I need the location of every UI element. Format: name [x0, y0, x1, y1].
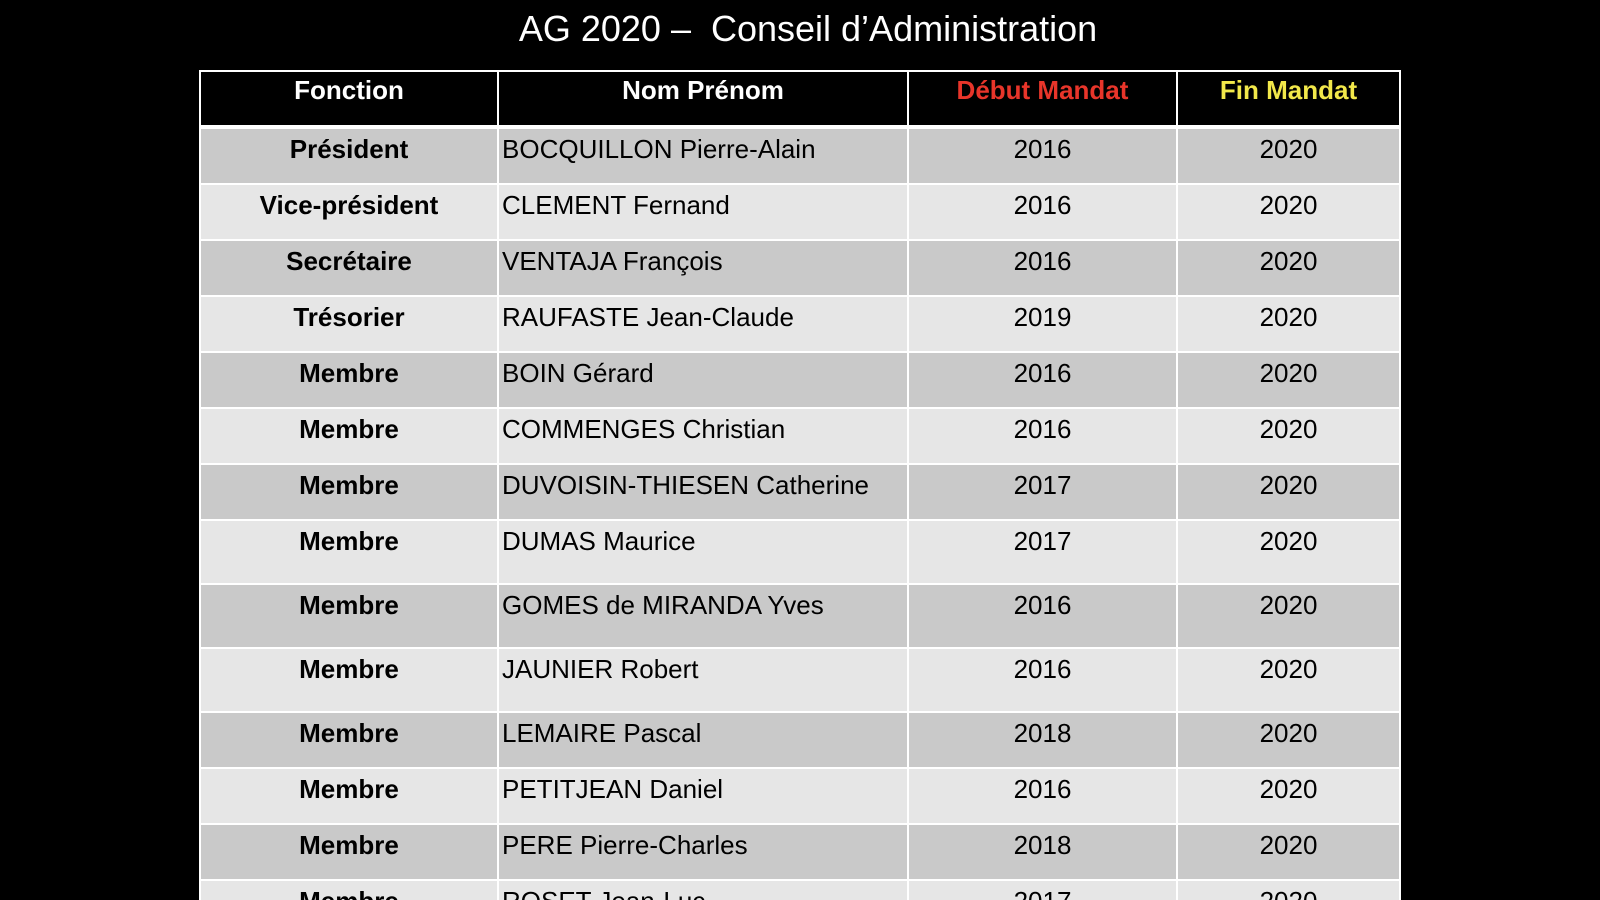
cell-nom: DUMAS Maurice — [497, 519, 909, 584]
cell-fin: 2020 — [1176, 647, 1401, 712]
table-row: Membre BOIN Gérard 2016 2020 — [199, 351, 1401, 408]
cell-debut: 2016 — [907, 583, 1178, 648]
cell-nom: VENTAJA François — [497, 239, 909, 296]
header-debut-mandat: Début Mandat — [907, 70, 1178, 128]
cell-nom: CLEMENT Fernand — [497, 183, 909, 240]
table-row: Membre COMMENGES Christian 2016 2020 — [199, 407, 1401, 464]
cell-nom: PETITJEAN Daniel — [497, 767, 909, 824]
cell-fonction: Membre — [199, 407, 499, 464]
cell-debut: 2018 — [907, 711, 1178, 768]
table-row: Membre DUMAS Maurice 2017 2020 — [199, 519, 1401, 584]
cell-nom: PERE Pierre-Charles — [497, 823, 909, 880]
cell-debut: 2017 — [907, 519, 1178, 584]
table-row: Secrétaire VENTAJA François 2016 2020 — [199, 239, 1401, 296]
table-row: Membre DUVOISIN-THIESEN Catherine 2017 2… — [199, 463, 1401, 520]
cell-debut: 2016 — [907, 125, 1178, 184]
cell-debut: 2016 — [907, 183, 1178, 240]
table-row: Vice-président CLEMENT Fernand 2016 2020 — [199, 183, 1401, 240]
cell-fonction: Membre — [199, 583, 499, 648]
cell-nom: BOCQUILLON Pierre-Alain — [497, 125, 909, 184]
cell-debut: 2019 — [907, 295, 1178, 352]
cell-fin: 2020 — [1176, 767, 1401, 824]
cell-fonction: Vice-président — [199, 183, 499, 240]
cell-debut: 2016 — [907, 407, 1178, 464]
cell-fin: 2020 — [1176, 879, 1401, 900]
table-row: Membre GOMES de MIRANDA Yves 2016 2020 — [199, 583, 1401, 648]
table-row: Membre LEMAIRE Pascal 2018 2020 — [199, 711, 1401, 768]
cell-nom: DUVOISIN-THIESEN Catherine — [497, 463, 909, 520]
cell-fin: 2020 — [1176, 295, 1401, 352]
cell-fonction: Membre — [199, 767, 499, 824]
cell-debut: 2017 — [907, 463, 1178, 520]
cell-fin: 2020 — [1176, 823, 1401, 880]
cell-fonction: Membre — [199, 351, 499, 408]
cell-debut: 2018 — [907, 823, 1178, 880]
cell-fin: 2020 — [1176, 183, 1401, 240]
cell-fin: 2020 — [1176, 239, 1401, 296]
cell-fin: 2020 — [1176, 125, 1401, 184]
cell-debut: 2017 — [907, 879, 1178, 900]
cell-debut: 2016 — [907, 239, 1178, 296]
cell-fonction: Trésorier — [199, 295, 499, 352]
header-fin-mandat: Fin Mandat — [1176, 70, 1401, 128]
cell-debut: 2016 — [907, 351, 1178, 408]
cell-nom: RAUFASTE Jean-Claude — [497, 295, 909, 352]
header-fonction: Fonction — [199, 70, 499, 128]
cell-debut: 2016 — [907, 647, 1178, 712]
board-table: Fonction Nom Prénom Début Mandat Fin Man… — [199, 70, 1401, 900]
cell-nom: GOMES de MIRANDA Yves — [497, 583, 909, 648]
cell-nom: JAUNIER Robert — [497, 647, 909, 712]
table-header-row: Fonction Nom Prénom Début Mandat Fin Man… — [199, 70, 1401, 128]
cell-nom: COMMENGES Christian — [497, 407, 909, 464]
cell-fin: 2020 — [1176, 407, 1401, 464]
cell-fin: 2020 — [1176, 519, 1401, 584]
cell-fonction: Membre — [199, 711, 499, 768]
cell-fin: 2020 — [1176, 711, 1401, 768]
table-row: Membre PERE Pierre-Charles 2018 2020 — [199, 823, 1401, 880]
cell-nom: ROSET Jean-Luc — [497, 879, 909, 900]
table-row: Président BOCQUILLON Pierre-Alain 2016 2… — [199, 125, 1401, 184]
table-row: Trésorier RAUFASTE Jean-Claude 2019 2020 — [199, 295, 1401, 352]
cell-fin: 2020 — [1176, 463, 1401, 520]
cell-debut: 2016 — [907, 767, 1178, 824]
cell-fin: 2020 — [1176, 351, 1401, 408]
header-nom-prenom: Nom Prénom — [497, 70, 909, 128]
slide-title: AG 2020 – Conseil d’Administration — [518, 8, 1098, 49]
cell-fonction: Président — [199, 125, 499, 184]
cell-fin: 2020 — [1176, 583, 1401, 648]
cell-fonction: Membre — [199, 879, 499, 900]
cell-fonction: Membre — [199, 463, 499, 520]
table-row: Membre JAUNIER Robert 2016 2020 — [199, 647, 1401, 712]
cell-fonction: Membre — [199, 823, 499, 880]
table-row: Membre PETITJEAN Daniel 2016 2020 — [199, 767, 1401, 824]
cell-nom: BOIN Gérard — [497, 351, 909, 408]
cell-fonction: Membre — [199, 519, 499, 584]
cell-nom: LEMAIRE Pascal — [497, 711, 909, 768]
cell-fonction: Membre — [199, 647, 499, 712]
cell-fonction: Secrétaire — [199, 239, 499, 296]
table-row: Membre ROSET Jean-Luc 2017 2020 — [199, 879, 1401, 900]
